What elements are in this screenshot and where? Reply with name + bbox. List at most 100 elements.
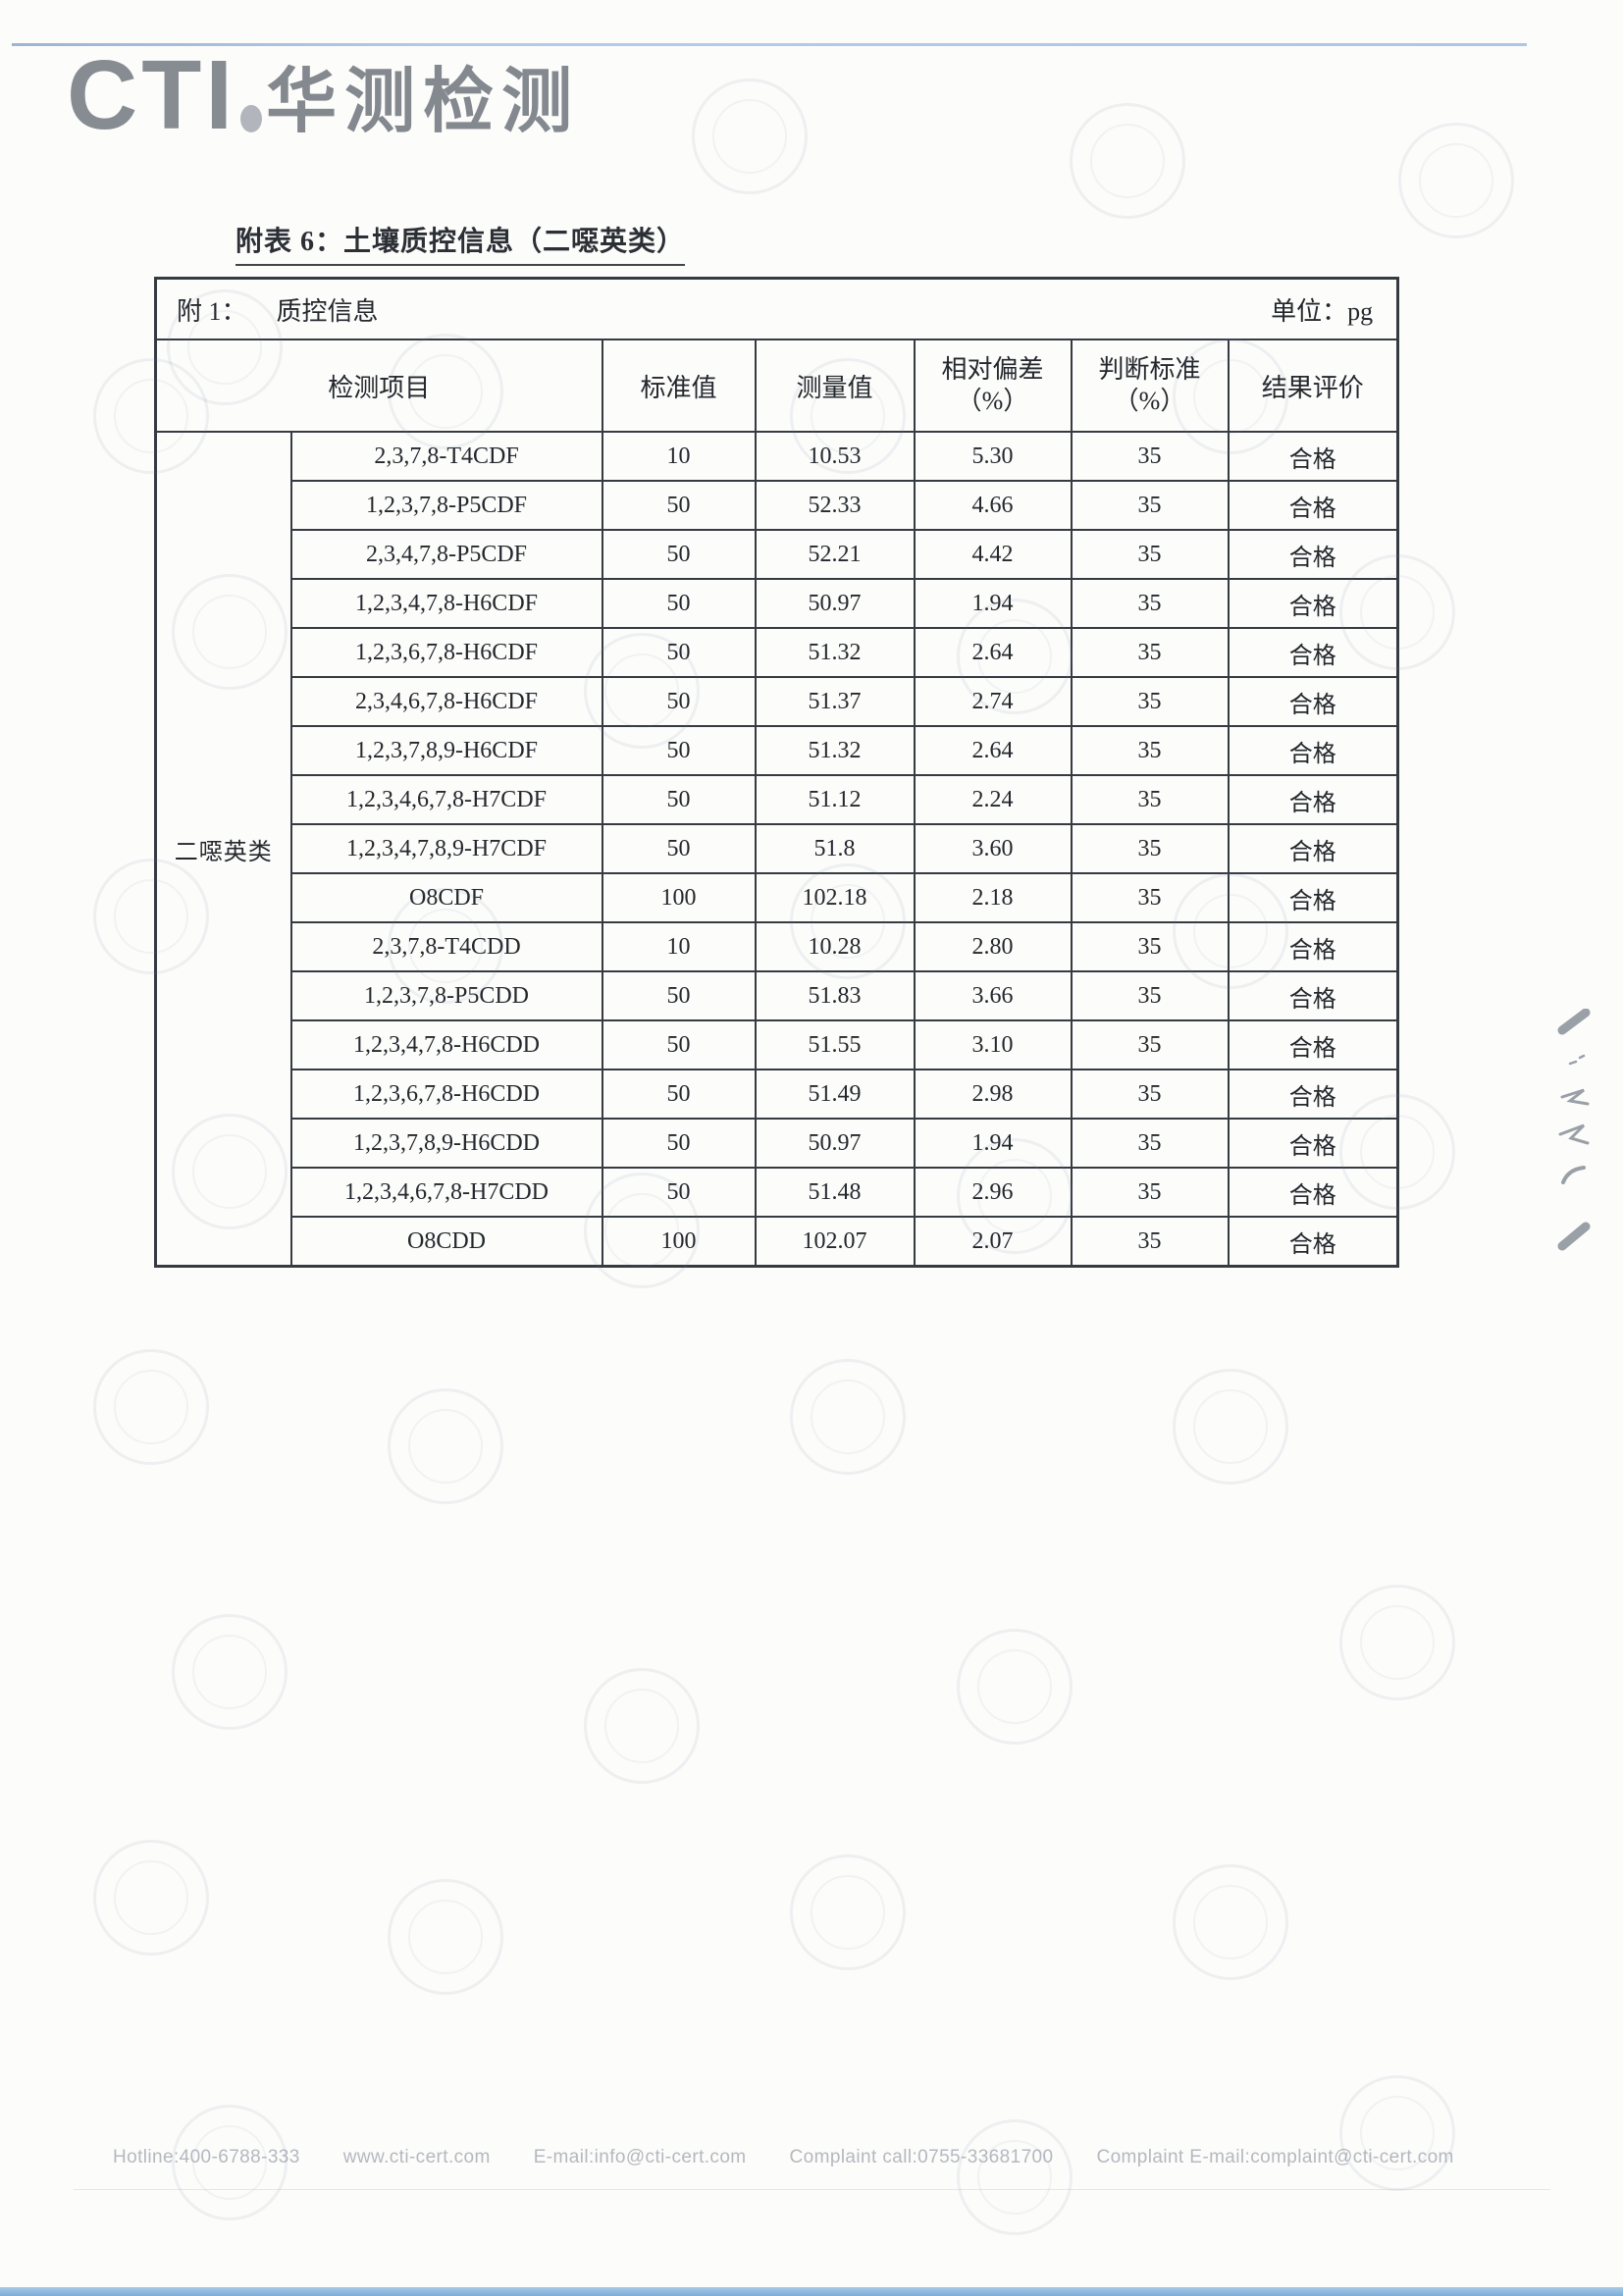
relative-deviation: 4.42	[913, 529, 1073, 580]
watermark-stamp	[172, 2105, 288, 2220]
table-row: 1,2,3,4,6,7,8-H7CDF 50 51.12 2.24 35 合格	[156, 774, 1399, 825]
watermark-stamp	[1173, 1864, 1288, 1980]
analyte-name: 1,2,3,4,6,7,8-H7CDD	[289, 1167, 603, 1218]
watermark-stamp	[172, 1114, 288, 1229]
analyte-name: 1,2,3,7,8,9-H6CDD	[289, 1118, 603, 1169]
judgment-criterion: 35	[1070, 774, 1230, 825]
cti-logo-text: CTI	[67, 46, 263, 144]
header-deviation: 相对偏差 （%）	[913, 339, 1073, 433]
standard-value: 50	[601, 1069, 757, 1120]
measured-value: 51.32	[754, 627, 916, 678]
standard-value: 10	[601, 921, 757, 972]
result-evaluation: 合格	[1227, 970, 1399, 1021]
judgment-criterion: 35	[1070, 676, 1230, 727]
analyte-name: 1,2,3,7,8-P5CDF	[289, 480, 603, 531]
relative-deviation: 3.66	[913, 970, 1073, 1021]
table-row: O8CDD 100 102.07 2.07 35 合格	[156, 1216, 1399, 1268]
watermark-stamp	[790, 1854, 906, 1970]
standard-value: 50	[601, 529, 757, 580]
measured-value: 51.12	[754, 774, 916, 825]
page-title: 附表 6：土壤质控信息（二噁英类）	[236, 220, 686, 266]
judgment-criterion: 35	[1070, 1118, 1230, 1169]
standard-value: 50	[601, 774, 757, 825]
result-evaluation: 合格	[1227, 1019, 1399, 1070]
watermark-stamp	[172, 574, 288, 690]
watermark-stamp	[584, 633, 700, 749]
logo-i-dot-icon	[240, 105, 263, 132]
table-row: 2,3,4,7,8-P5CDF 50 52.21 4.42 35 合格	[156, 529, 1399, 580]
judgment-criterion: 35	[1070, 578, 1230, 629]
watermark-stamp	[93, 1349, 209, 1465]
cti-logo-chinese: 华测检测	[266, 63, 581, 141]
unit-label: 单位：pg	[1271, 296, 1374, 326]
analyte-name: 1,2,3,6,7,8-H6CDD	[289, 1069, 603, 1120]
table-row: 1,2,3,6,7,8-H6CDF 50 51.32 2.64 35 合格	[156, 627, 1399, 678]
judgment-criterion: 35	[1070, 1167, 1230, 1218]
measured-value: 51.32	[754, 725, 916, 776]
table-row: 2,3,4,6,7,8-H6CDF 50 51.37 2.74 35 合格	[156, 676, 1399, 727]
result-evaluation: 合格	[1227, 529, 1399, 580]
footer-contact-line: Hotline:400-6788-333 www.cti-cert.com E-…	[113, 2147, 1454, 2168]
judgment-criterion: 35	[1070, 1019, 1230, 1070]
judgment-criterion: 35	[1070, 823, 1230, 874]
judgment-criterion: 35	[1070, 480, 1230, 531]
watermark-stamp	[957, 1138, 1073, 1254]
judgment-criterion: 35	[1070, 725, 1230, 776]
watermark-stamp	[957, 599, 1073, 714]
analyte-name: 1,2,3,4,6,7,8-H7CDF	[289, 774, 603, 825]
analyte-name: O8CDD	[289, 1216, 603, 1268]
watermark-stamp	[388, 1879, 503, 1995]
bottom-scan-strip	[0, 2287, 1623, 2296]
standard-value: 100	[601, 872, 757, 923]
measured-value: 52.33	[754, 480, 916, 531]
watermark-stamp	[584, 1668, 700, 1784]
measured-value: 51.49	[754, 1069, 916, 1120]
measured-value: 51.83	[754, 970, 916, 1021]
measured-value: 51.48	[754, 1167, 916, 1218]
standard-value: 50	[601, 970, 757, 1021]
standard-value: 10	[601, 431, 757, 482]
relative-deviation: 2.64	[913, 725, 1073, 776]
relative-deviation: 2.98	[913, 1069, 1073, 1120]
watermark-stamp	[1173, 1369, 1288, 1485]
standard-value: 50	[601, 578, 757, 629]
analyte-name: 2,3,4,6,7,8-H6CDF	[289, 676, 603, 727]
table-row: 1,2,3,4,6,7,8-H7CDD 50 51.48 2.96 35 合格	[156, 1167, 1399, 1218]
footer-website: www.cti-cert.com	[342, 2147, 491, 2167]
watermark-stamp	[1398, 123, 1514, 238]
judgment-criterion: 35	[1070, 1069, 1230, 1120]
relative-deviation: 5.30	[913, 431, 1073, 482]
measured-value: 102.07	[754, 1216, 916, 1268]
analyte-name: 1,2,3,4,7,8-H6CDD	[289, 1019, 603, 1070]
watermark-stamp	[388, 334, 503, 449]
watermark-stamp	[93, 1840, 209, 1956]
watermark-stamp	[388, 888, 503, 1004]
watermark-stamp	[957, 1629, 1073, 1745]
measured-value: 50.97	[754, 578, 916, 629]
watermark-stamp	[957, 2119, 1073, 2235]
watermark-stamp	[388, 1388, 503, 1504]
table-row: 1,2,3,4,7,8-H6CDF 50 50.97 1.94 35 合格	[156, 578, 1399, 629]
header-standard: 标准值	[601, 339, 757, 433]
relative-deviation: 2.80	[913, 921, 1073, 972]
watermark-stamp	[1339, 2075, 1455, 2191]
result-evaluation: 合格	[1227, 823, 1399, 874]
top-scan-line	[12, 43, 1527, 46]
measured-value: 52.21	[754, 529, 916, 580]
watermark-stamp	[790, 1359, 906, 1475]
watermark-stamp	[1339, 1585, 1455, 1700]
analyte-name: 1,2,3,7,8,9-H6CDF	[289, 725, 603, 776]
standard-value: 50	[601, 1019, 757, 1070]
result-evaluation: 合格	[1227, 1216, 1399, 1268]
watermark-stamp	[1070, 103, 1185, 219]
result-evaluation: 合格	[1227, 676, 1399, 727]
watermark-stamp	[93, 859, 209, 974]
footer-email: E-mail:info@cti-cert.com	[533, 2147, 747, 2167]
result-evaluation: 合格	[1227, 774, 1399, 825]
watermark-stamp	[167, 289, 283, 405]
relative-deviation: 4.66	[913, 480, 1073, 531]
watermark-stamp	[1339, 554, 1455, 670]
watermark-stamp	[584, 1173, 700, 1288]
measured-value: 51.37	[754, 676, 916, 727]
